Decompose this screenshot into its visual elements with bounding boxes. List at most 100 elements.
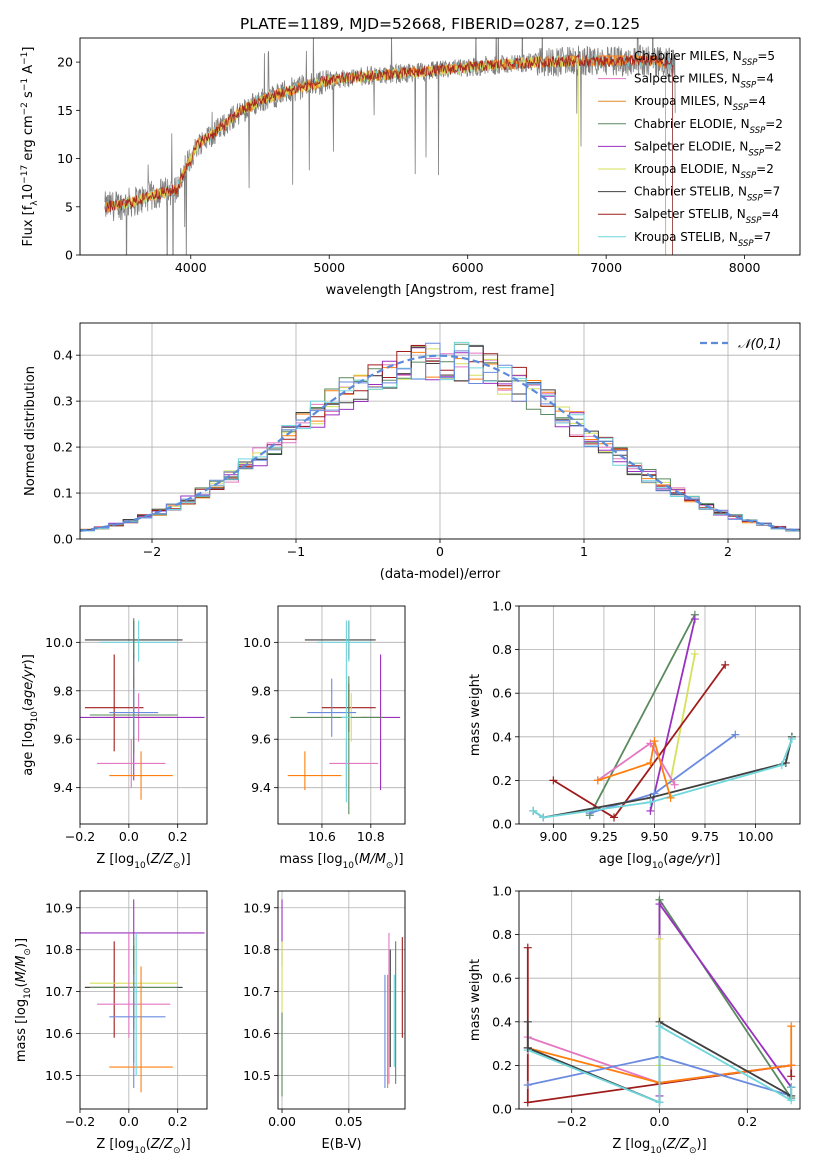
y-axis-label: Flux [fλ10−17 erg cm−2 s−1 A−1] — [20, 47, 40, 247]
x-tick-label: −0.2 — [65, 829, 95, 844]
y-tick-label: 0.4 — [53, 348, 73, 363]
plus-marker — [646, 798, 655, 807]
y-tick-label: 0.8 — [492, 642, 512, 657]
y-tick-label: 0.0 — [53, 532, 73, 547]
y-tick-label: 1.0 — [492, 884, 512, 899]
x-tick-label: 9.00 — [539, 829, 567, 844]
x-axis-label: Z [log10(Z/Z⊙)] — [96, 852, 190, 871]
y-tick-label: 0.0 — [492, 1102, 512, 1117]
legend-label: Chabrier ELODIE, NSSP=2 — [634, 117, 783, 136]
x-axis-label: age [log10(age/yr)] — [599, 852, 721, 871]
legend-label: Kroupa MILES, NSSP=4 — [634, 94, 766, 113]
x-axis-label: (data-model)/error — [380, 567, 501, 582]
axes-frame — [79, 37, 801, 256]
panel-mass_vs_ebv: 0.00 0.05 10.5 10.6 10.7 10.8 10.9 E(B-V) — [243, 890, 406, 1152]
plus-marker — [610, 813, 619, 822]
x-tick-label: 9.25 — [590, 829, 618, 844]
weight-line-chabrier-elodie — [589, 614, 696, 816]
plus-marker — [690, 649, 699, 658]
plus-marker — [655, 1022, 664, 1031]
model-line-salpeter-stelib — [104, 53, 673, 255]
x-tick-label: 0.0 — [119, 829, 139, 844]
weight-line-chabrier-miles — [597, 740, 672, 799]
x-tick-label: 4000 — [175, 260, 207, 275]
x-tick-label: 5000 — [313, 260, 345, 275]
y-tick-label: 10 — [57, 151, 73, 166]
y-tick-label: 10.9 — [243, 900, 271, 915]
plus-marker — [690, 615, 699, 624]
panel-mass_vs_Z: −0.2 0.0 0.2 10.5 10.6 10.7 10.8 10.9 Z [log10(Z… — [14, 890, 208, 1156]
plus-marker — [549, 776, 558, 785]
y-axis-label: mass weight — [468, 959, 483, 1041]
panel-age_vs_Z: −0.2 0.0 0.2 9.4 9.6 9.8 10.0 Z [log10(Z/Z⊙)] ag… — [21, 605, 208, 871]
spectrum-data-line — [104, 38, 676, 255]
legend-label: 𝒩(0,1) — [738, 337, 781, 352]
y-tick-label: 0.4 — [492, 729, 512, 744]
axes-frame — [277, 605, 406, 825]
x-tick-label: 0.2 — [168, 829, 188, 844]
gaussian-curve — [80, 354, 800, 532]
y-tick-label: 10.5 — [45, 1068, 73, 1083]
y-tick-label: 10.9 — [45, 900, 73, 915]
x-tick-label: −1 — [287, 544, 305, 559]
plot-area-spectrum — [104, 38, 676, 255]
plus-marker — [650, 737, 659, 746]
plus-marker — [655, 1098, 664, 1107]
x-tick-label: −0.2 — [65, 1114, 95, 1129]
y-tick-label: 9.8 — [53, 683, 73, 698]
y-axis-label: mass [log10(M/M⊙)] — [14, 938, 33, 1062]
y-axis-label: age [log10(age/yr)] — [21, 654, 40, 776]
panel-age_vs_mass: 10.6 10.8 9.4 9.6 9.8 10.0 mass [log10(M/M⊙)] — [243, 605, 406, 871]
axes-frame — [518, 890, 801, 1110]
legend-label: Kroupa STELIB, NSSP=7 — [634, 230, 771, 249]
x-tick-label: 2 — [724, 544, 732, 559]
plus-marker — [655, 934, 664, 943]
x-tick-label: 7000 — [590, 260, 622, 275]
x-tick-label: 0.0 — [650, 1114, 670, 1129]
plus-marker — [787, 1061, 796, 1070]
plus-marker — [646, 806, 655, 815]
plus-marker — [721, 660, 730, 669]
y-axis-label: mass weight — [468, 674, 483, 756]
x-tick-label: 10.6 — [308, 829, 336, 844]
x-tick-label: 0.05 — [335, 1114, 363, 1129]
plus-marker — [731, 730, 740, 739]
weight-line-chabrier-miles — [527, 1026, 793, 1084]
y-axis-label: Normed distribution — [23, 366, 38, 496]
x-tick-label: 0 — [436, 544, 444, 559]
y-tick-label: 9.4 — [251, 780, 271, 795]
weight-line-kroupa-elodie — [669, 653, 696, 781]
plus-marker — [523, 1043, 532, 1052]
plus-marker — [523, 1081, 532, 1090]
y-tick-label: 10.6 — [243, 1026, 271, 1041]
plus-marker — [523, 1098, 532, 1107]
plus-marker — [523, 1017, 532, 1026]
x-axis-label: mass [log10(M/M⊙)] — [279, 852, 403, 871]
y-tick-label: 20 — [57, 55, 73, 70]
plus-marker — [777, 761, 786, 770]
x-tick-label: 9.50 — [641, 829, 669, 844]
panel-spectrum: 4000 5000 6000 7000 8000 0 5 10 15 20 Chabrier MIL… — [20, 37, 801, 298]
y-tick-label: 9.8 — [251, 683, 271, 698]
legend-label: Salpeter ELODIE, NSSP=2 — [634, 139, 782, 158]
panel-mass_weight_vs_Z: −0.2 0.0 0.2 0.0 0.2 0.4 0.6 0.8 1.0 Z [log10(Z/Z… — [468, 884, 801, 1156]
y-tick-label: 15 — [57, 103, 73, 118]
y-tick-label: 0.6 — [492, 971, 512, 986]
plus-marker — [523, 943, 532, 952]
weight-line-salpeter-stelib — [552, 664, 726, 819]
y-tick-label: 0.4 — [492, 1014, 512, 1029]
y-tick-label: 10.8 — [243, 942, 271, 957]
plus-marker — [655, 900, 664, 909]
axes-frame — [79, 322, 801, 540]
panel-residuals: −2 −1 0 1 2 0.0 0.1 0.2 0.3 0.4 𝒩(0,1) (data-model)… — [23, 322, 801, 582]
y-tick-label: 10.7 — [243, 984, 271, 999]
histogram-extra_blue — [80, 342, 800, 531]
weight-line-salpeter-elodie — [649, 618, 696, 812]
axes-frame — [277, 890, 406, 1110]
plot-area-residuals — [80, 323, 800, 539]
plus-marker — [646, 739, 655, 748]
y-tick-label: 1.0 — [492, 599, 512, 614]
axes-frame — [79, 605, 208, 825]
x-axis-label: Z [log10(Z/Z⊙)] — [96, 1137, 190, 1156]
plot-area-age_vs_Z — [80, 606, 207, 824]
